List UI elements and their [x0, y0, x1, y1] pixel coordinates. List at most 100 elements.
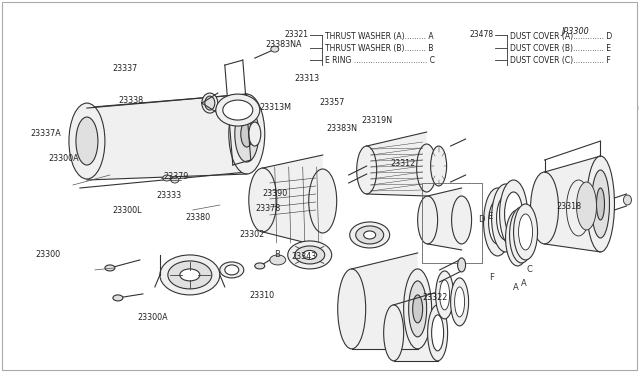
- Ellipse shape: [504, 192, 522, 236]
- Ellipse shape: [349, 222, 390, 248]
- Ellipse shape: [431, 315, 444, 351]
- Ellipse shape: [506, 210, 529, 266]
- Text: 23313M: 23313M: [259, 103, 291, 112]
- Text: D: D: [478, 215, 485, 224]
- Text: 23378: 23378: [256, 204, 281, 213]
- Ellipse shape: [513, 204, 538, 260]
- Ellipse shape: [591, 170, 609, 238]
- Ellipse shape: [623, 195, 632, 205]
- Ellipse shape: [492, 184, 520, 252]
- Text: 23300L: 23300L: [112, 206, 141, 215]
- Polygon shape: [352, 253, 418, 349]
- Ellipse shape: [180, 269, 200, 281]
- Polygon shape: [428, 188, 461, 250]
- Ellipse shape: [417, 144, 436, 192]
- Ellipse shape: [249, 122, 260, 146]
- Polygon shape: [367, 132, 427, 196]
- Ellipse shape: [509, 207, 534, 263]
- Text: 23380: 23380: [186, 213, 211, 222]
- Ellipse shape: [270, 255, 285, 265]
- Ellipse shape: [428, 305, 447, 361]
- Ellipse shape: [288, 241, 332, 269]
- Ellipse shape: [451, 278, 468, 326]
- Ellipse shape: [171, 177, 179, 183]
- Ellipse shape: [515, 217, 529, 253]
- Text: A: A: [521, 279, 527, 288]
- Ellipse shape: [454, 287, 465, 317]
- Ellipse shape: [500, 180, 527, 248]
- Ellipse shape: [113, 295, 123, 301]
- Text: C: C: [527, 266, 532, 275]
- Ellipse shape: [220, 262, 244, 278]
- Ellipse shape: [431, 146, 447, 186]
- Text: 23337A: 23337A: [31, 129, 61, 138]
- Text: F: F: [489, 273, 494, 282]
- Text: B: B: [274, 250, 280, 259]
- Text: 23300A: 23300A: [48, 154, 79, 163]
- Bar: [422, 183, 481, 263]
- Text: 23343: 23343: [291, 252, 316, 261]
- Ellipse shape: [338, 269, 365, 349]
- Text: 23319N: 23319N: [362, 116, 392, 125]
- Ellipse shape: [202, 93, 218, 113]
- Polygon shape: [545, 156, 600, 252]
- Polygon shape: [263, 155, 323, 247]
- Ellipse shape: [241, 121, 253, 147]
- Ellipse shape: [249, 168, 276, 232]
- Text: 23383NA: 23383NA: [266, 40, 302, 49]
- Ellipse shape: [223, 100, 253, 120]
- Text: 23383N: 23383N: [326, 124, 357, 133]
- Ellipse shape: [364, 231, 376, 239]
- Ellipse shape: [105, 265, 115, 271]
- Text: 23321: 23321: [285, 30, 308, 39]
- Ellipse shape: [436, 271, 454, 319]
- Ellipse shape: [596, 188, 605, 220]
- Ellipse shape: [413, 295, 422, 323]
- Text: DUST COVER (C)............. F: DUST COVER (C)............. F: [509, 56, 611, 65]
- Ellipse shape: [484, 188, 511, 256]
- Text: 23338: 23338: [118, 96, 143, 105]
- Ellipse shape: [356, 146, 377, 194]
- Ellipse shape: [69, 103, 105, 179]
- Ellipse shape: [458, 258, 465, 272]
- Text: 23300A: 23300A: [138, 314, 168, 323]
- Text: THRUST WASHER (B)......... B: THRUST WASHER (B)......... B: [324, 44, 433, 53]
- Ellipse shape: [452, 196, 472, 244]
- Ellipse shape: [511, 220, 525, 256]
- Ellipse shape: [418, 196, 438, 244]
- Text: A: A: [513, 283, 518, 292]
- Ellipse shape: [440, 280, 450, 310]
- Ellipse shape: [404, 269, 431, 349]
- Text: DUST COVER (A)............. D: DUST COVER (A)............. D: [509, 32, 612, 41]
- Text: DUST COVER (B)............. E: DUST COVER (B)............. E: [509, 44, 611, 53]
- Text: 23302: 23302: [240, 230, 265, 239]
- Polygon shape: [394, 292, 438, 361]
- Polygon shape: [87, 94, 247, 180]
- Ellipse shape: [308, 169, 337, 233]
- Ellipse shape: [356, 226, 383, 244]
- Text: 23300: 23300: [35, 250, 60, 259]
- Ellipse shape: [586, 156, 614, 252]
- Text: JP3300: JP3300: [561, 27, 589, 36]
- Text: 23312: 23312: [390, 159, 415, 168]
- Text: 23322: 23322: [422, 293, 447, 302]
- Ellipse shape: [531, 172, 559, 244]
- Ellipse shape: [303, 250, 317, 259]
- Ellipse shape: [76, 117, 98, 165]
- Ellipse shape: [229, 94, 265, 174]
- Ellipse shape: [216, 94, 260, 126]
- Ellipse shape: [383, 305, 404, 361]
- Ellipse shape: [566, 180, 591, 236]
- Ellipse shape: [168, 261, 212, 289]
- Ellipse shape: [271, 46, 279, 52]
- Ellipse shape: [497, 196, 515, 240]
- Text: 23478: 23478: [470, 30, 493, 39]
- Ellipse shape: [205, 96, 215, 110]
- Text: THRUST WASHER (A)......... A: THRUST WASHER (A)......... A: [324, 32, 433, 41]
- Ellipse shape: [518, 214, 532, 250]
- Text: 23337: 23337: [112, 64, 137, 73]
- Text: 23390: 23390: [262, 189, 287, 198]
- Ellipse shape: [255, 263, 265, 269]
- Text: 23357: 23357: [320, 98, 345, 107]
- Ellipse shape: [225, 265, 239, 275]
